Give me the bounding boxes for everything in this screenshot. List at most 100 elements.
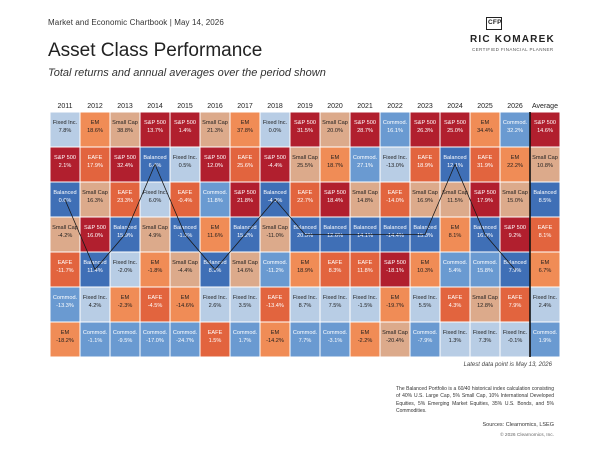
cell-value-label: 7.9% (509, 303, 522, 309)
advisor-logo: CFP RIC KOMAREK CERTIFIED FINANCIAL PLAN… (470, 17, 554, 57)
quilt-cell (170, 252, 200, 287)
quilt-cell (290, 322, 320, 357)
cell-asset-label: Small Cap (472, 295, 498, 301)
cell-asset-label: Balanced (323, 225, 346, 231)
quilt-cell (290, 252, 320, 287)
cell-asset-label: EAFE (238, 155, 253, 161)
cell-value-label: 15.8% (477, 268, 493, 274)
cell-value-label: 8.5% (539, 198, 552, 204)
quilt-cell (350, 182, 380, 217)
cell-asset-label: Balanced (83, 260, 106, 266)
quilt-cell (320, 112, 350, 147)
cell-value-label: 21.8% (237, 198, 253, 204)
quilt-cell (380, 252, 410, 287)
cell-asset-label: Balanced (383, 225, 406, 231)
quilt-cell (470, 147, 500, 182)
quilt-cell (110, 252, 140, 287)
cell-asset-label: EAFE (328, 260, 343, 266)
cell-asset-label: EM (121, 295, 130, 301)
quilt-cell (410, 252, 440, 287)
cell-value-label: 13.7% (147, 128, 163, 134)
quilt-cell (80, 287, 110, 322)
cell-asset-label: Balanced (53, 190, 76, 196)
cell-value-label: 14.1% (357, 233, 373, 239)
cell-value-label: -17.0% (146, 338, 164, 344)
cell-value-label: 17.9% (87, 163, 103, 169)
cell-value-label: -0.4% (178, 198, 193, 204)
sources-note: Sources: Clearnomics, LSEG (482, 422, 554, 428)
chartbook-header: Market and Economic Chartbook | May 14, … (48, 18, 224, 27)
cell-value-label: 11.8% (357, 268, 372, 274)
cell-asset-label: Balanced (233, 225, 256, 231)
cell-asset-label: Balanced (113, 225, 136, 231)
quilt-cell (260, 287, 290, 322)
cell-asset-label: Small Cap (322, 120, 348, 126)
quilt-cell (440, 252, 470, 287)
cell-asset-label: EAFE (298, 190, 313, 196)
column-header-2022: 2022 (387, 103, 403, 110)
cell-asset-label: Fixed Inc. (533, 295, 558, 301)
column-header-2011: 2011 (57, 103, 72, 110)
cell-asset-label: S&P 500 (204, 155, 226, 161)
cell-value-label: -19.7% (386, 303, 404, 309)
column-header-2026: 2026 (507, 103, 523, 110)
cell-asset-label: EM (391, 295, 400, 301)
cell-value-label: -3.1% (328, 338, 343, 344)
cell-value-label: 4.2% (89, 303, 102, 309)
quilt-cell (230, 182, 260, 217)
column-header-2012: 2012 (87, 103, 103, 110)
chart-title: Asset Class Performance (48, 40, 263, 61)
quilt-cell (50, 112, 80, 147)
cfp-badge-icon: CFP (486, 17, 502, 30)
cell-value-label: 25.0% (447, 128, 463, 134)
quilt-cell (320, 147, 350, 182)
cell-value-label: 16.3% (87, 198, 103, 204)
quilt-cell (80, 112, 110, 147)
cell-asset-label: EM (151, 260, 160, 266)
cell-asset-label: EAFE (118, 190, 133, 196)
cell-value-label: 6.0% (149, 198, 162, 204)
cell-asset-label: EM (511, 155, 520, 161)
cell-asset-label: Commod. (173, 330, 198, 336)
cell-value-label: 1.7% (239, 338, 252, 344)
cell-value-label: 11.6% (207, 233, 222, 239)
cell-asset-label: Fixed Inc. (233, 295, 258, 301)
cell-value-label: 27.1% (357, 163, 373, 169)
quilt-cell (410, 182, 440, 217)
quilt-cell (200, 322, 230, 357)
cell-asset-label: S&P 500 (294, 120, 316, 126)
cell-value-label: -2.0% (118, 268, 133, 274)
quilt-cell (200, 112, 230, 147)
cell-value-label: 7.5% (329, 303, 342, 309)
quilt-cell (440, 322, 470, 357)
balanced-path-line (64, 163, 516, 271)
quilt-cell (110, 287, 140, 322)
cell-asset-label: Balanced (443, 155, 466, 161)
cell-asset-label: EAFE (508, 295, 523, 301)
quilt-cell (500, 287, 530, 322)
cell-value-label: 32.4% (117, 163, 133, 169)
cell-value-label: 4.9% (149, 233, 162, 239)
quilt-cell (200, 287, 230, 322)
cell-asset-label: S&P 500 (264, 155, 286, 161)
cell-asset-label: EM (271, 330, 280, 336)
column-header-2024: 2024 (447, 103, 463, 110)
cell-value-label: 26.3% (417, 128, 433, 134)
cell-value-label: -0.1% (508, 338, 523, 344)
cell-value-label: 5.4% (449, 268, 462, 274)
cell-value-label: 10.8% (537, 163, 553, 169)
cell-asset-label: Commod. (473, 260, 498, 266)
cell-asset-label: EAFE (148, 295, 163, 301)
cell-value-label: -18.2% (56, 338, 74, 344)
cell-value-label: 6.4% (149, 163, 162, 169)
cell-asset-label: EAFE (88, 155, 103, 161)
cell-asset-label: Commod. (533, 330, 558, 336)
cell-value-label: 8.7% (299, 303, 312, 309)
cell-value-label: 23.3% (117, 198, 133, 204)
cell-value-label: -4.9% (268, 198, 283, 204)
quilt-cell (290, 287, 320, 322)
quilt-cell (470, 182, 500, 217)
cell-asset-label: EM (331, 155, 340, 161)
cell-asset-label: Small Cap (532, 155, 558, 161)
cell-asset-label: EM (211, 225, 220, 231)
